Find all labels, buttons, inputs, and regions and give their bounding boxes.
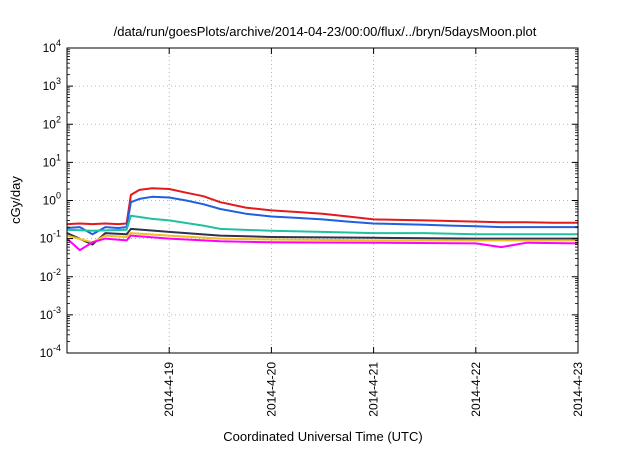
- series-line-3: [66, 214, 578, 236]
- x-axis: 2014-4-19 2014-4-20 2014-4-21 2014-4-22 2014…: [162, 48, 585, 417]
- series-line-1: [66, 187, 578, 226]
- grid-layer: [67, 48, 578, 353]
- y-axis: 10-4 10-3 10-2 10-1 100 101 102 103 104: [40, 38, 578, 360]
- series-layer: [66, 187, 579, 252]
- series-line-6: [66, 234, 579, 252]
- x-tick-label: 2014-4-19: [162, 362, 176, 417]
- x-tick-label: 2014-4-20: [264, 362, 278, 417]
- chart-title: /data/run/goesPlots/archive/2014-04-23/0…: [114, 24, 537, 39]
- y-tick-label: 10-2: [40, 267, 61, 284]
- y-tick-label: 100: [43, 191, 61, 208]
- x-tick-label: 2014-4-23: [571, 362, 585, 417]
- y-tick-label: 10-4: [40, 343, 61, 360]
- y-tick-label: 10-3: [40, 305, 61, 322]
- series-line-5: [66, 232, 578, 244]
- y-tick-label: 103: [43, 76, 61, 93]
- y-tick-label: 104: [43, 38, 61, 55]
- y-tick-label: 101: [43, 152, 61, 169]
- y-tick-label: 102: [43, 114, 61, 131]
- x-axis-label: Coordinated Universal Time (UTC): [223, 429, 422, 444]
- y-tick-label: 10-1: [40, 229, 61, 246]
- x-tick-label: 2014-4-22: [469, 362, 483, 417]
- y-axis-label: cGy/day: [8, 176, 23, 224]
- x-tick-label: 2014-4-21: [367, 362, 381, 417]
- series-line-2: [66, 195, 578, 236]
